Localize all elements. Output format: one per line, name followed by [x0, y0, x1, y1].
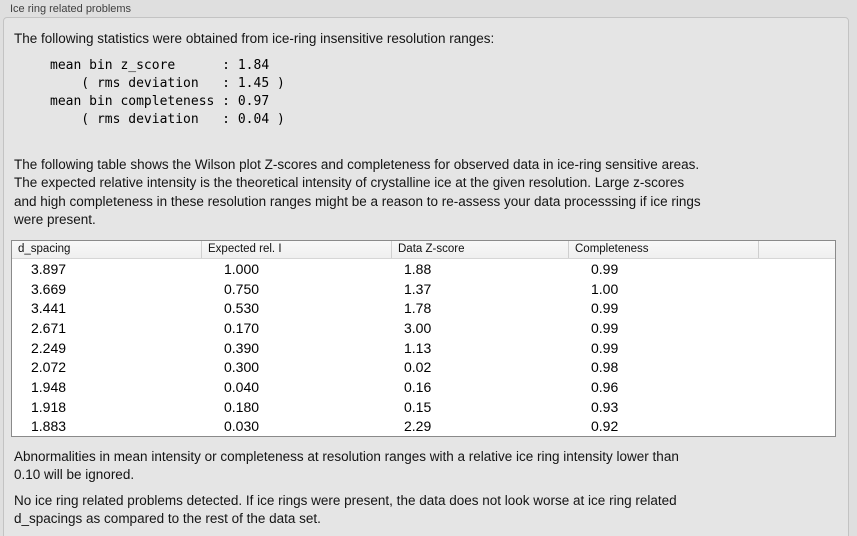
table-cell: 0.96	[591, 378, 619, 395]
table-row[interactable]: 1.918 0.180 0.15 0.93	[12, 397, 835, 417]
table-cell: 2.249	[31, 339, 67, 356]
table-cell: 0.750	[224, 280, 260, 297]
table-cell: 0.390	[224, 339, 260, 356]
table-cell: 0.300	[224, 359, 260, 376]
table-cell: 0.030	[224, 418, 260, 435]
table-cell: 2.671	[31, 319, 67, 336]
table-row[interactable]: 1.948 0.040 0.16 0.96	[12, 377, 835, 397]
table-cell: 0.98	[591, 359, 619, 376]
table-header-cell[interactable]: Completeness	[568, 241, 758, 258]
table-body: 3.897 1.000 1.88 0.99 3.669 0.750 1.37 1.00 3.44…	[12, 259, 835, 436]
table-cell: 1.000	[224, 260, 260, 277]
table-cell: 0.530	[224, 300, 260, 317]
table-header-cell[interactable]: Expected rel. I	[201, 241, 391, 258]
conclusion-text: No ice ring related problems detected. I…	[14, 493, 677, 527]
ignore-note-text: Abnormalities in mean intensity or compl…	[14, 449, 679, 483]
table-cell: 0.040	[224, 378, 260, 395]
table-description-text: The following table shows the Wilson plo…	[14, 157, 701, 228]
table-row[interactable]: 3.669 0.750 1.37 1.00	[12, 279, 835, 299]
table-cell: 0.99	[591, 260, 619, 277]
table-cell: 2.072	[31, 359, 67, 376]
table-row[interactable]: 3.897 1.000 1.88 0.99	[12, 259, 835, 279]
table-cell: 0.99	[591, 339, 619, 356]
table-cell: 1.78	[404, 300, 432, 317]
table-cell: 0.180	[224, 398, 260, 415]
table-cell: 1.883	[31, 418, 67, 435]
table-cell: 0.99	[591, 300, 619, 317]
table-cell: 1.948	[31, 378, 67, 395]
table-cell: 1.88	[404, 260, 432, 277]
table-header-cell[interactable]: Data Z-score	[391, 241, 568, 258]
table-header-cell[interactable]: d_spacing	[18, 243, 71, 255]
table-row[interactable]: 1.883 0.030 2.29 0.92	[12, 416, 835, 436]
table-row[interactable]: 2.072 0.300 0.02 0.98	[12, 357, 835, 377]
ice-ring-table: d_spacing Expected rel. I Data Z-score Comp…	[11, 240, 836, 437]
table-cell: 3.897	[31, 260, 67, 277]
table-cell: 0.93	[591, 398, 619, 415]
table-cell: 1.37	[404, 280, 432, 297]
table-cell: 1.918	[31, 398, 67, 415]
table-header-row: d_spacing Expected rel. I Data Z-score Comp…	[12, 241, 835, 259]
table-cell: 2.29	[404, 418, 432, 435]
table-cell: 3.00	[404, 319, 432, 336]
table-cell: 0.02	[404, 359, 432, 376]
table-cell: 0.170	[224, 319, 260, 336]
table-row[interactable]: 3.441 0.530 1.78 0.99	[12, 298, 835, 318]
table-row[interactable]: 2.671 0.170 3.00 0.99	[12, 318, 835, 338]
table-cell: 0.16	[404, 378, 432, 395]
table-cell: 0.92	[591, 418, 619, 435]
table-cell: 1.13	[404, 339, 432, 356]
table-cell: 0.15	[404, 398, 432, 415]
table-cell: 3.441	[31, 300, 67, 317]
table-cell: 1.00	[591, 280, 619, 297]
table-header-cell[interactable]	[758, 241, 835, 258]
table-row[interactable]: 2.249 0.390 1.13 0.99	[12, 338, 835, 358]
table-cell: 0.99	[591, 319, 619, 336]
stats-intro-text: The following statistics were obtained f…	[14, 31, 495, 46]
table-cell: 3.669	[31, 280, 67, 297]
groupbox-title: Ice ring related problems	[10, 3, 132, 15]
stats-values-text: mean bin z_score : 1.84 ( rms deviation …	[50, 58, 285, 127]
